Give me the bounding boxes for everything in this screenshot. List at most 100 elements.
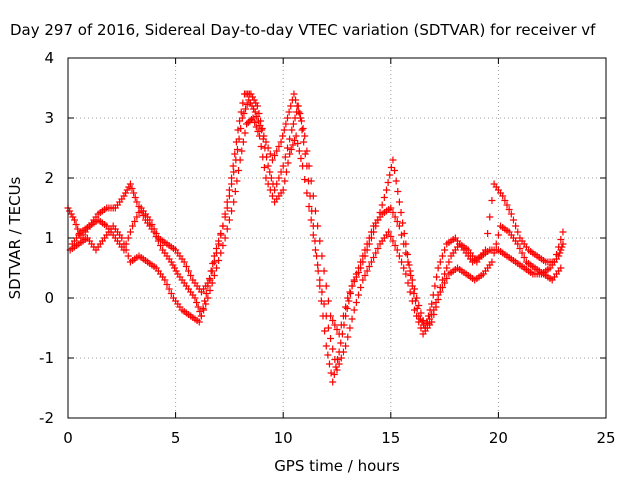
data-point xyxy=(285,108,293,116)
data-point xyxy=(301,176,309,183)
data-point xyxy=(273,180,281,188)
data-point xyxy=(355,264,363,272)
y-tick-label: 3 xyxy=(44,109,54,127)
data-point xyxy=(252,123,260,131)
data-point xyxy=(219,242,227,249)
data-point xyxy=(182,263,190,270)
data-point xyxy=(297,117,305,125)
data-point xyxy=(204,294,212,302)
data-point xyxy=(365,263,373,270)
data-point xyxy=(481,246,489,254)
data-point xyxy=(238,147,246,155)
data-point xyxy=(391,242,399,249)
data-point xyxy=(318,252,326,260)
data-point xyxy=(262,174,270,182)
data-point xyxy=(277,138,285,146)
data-point xyxy=(161,276,169,284)
data-point xyxy=(187,272,195,279)
data-point xyxy=(271,152,279,159)
data-point xyxy=(150,225,158,233)
data-point xyxy=(424,312,432,320)
data-point xyxy=(559,228,567,236)
data-point xyxy=(74,225,82,233)
data-point xyxy=(350,276,358,284)
data-point xyxy=(266,150,274,158)
data-point xyxy=(299,125,307,132)
data-point xyxy=(559,240,567,248)
data-point xyxy=(389,209,397,216)
data-point xyxy=(165,285,173,293)
data-point xyxy=(208,279,216,287)
data-point xyxy=(287,146,295,153)
data-point xyxy=(557,264,565,272)
data-point xyxy=(393,218,401,225)
data-point xyxy=(257,143,265,150)
data-point xyxy=(282,120,290,128)
data-point xyxy=(403,251,411,258)
data-point xyxy=(389,156,397,164)
data-point xyxy=(133,198,141,206)
y-tick-label: 2 xyxy=(44,169,54,187)
data-point xyxy=(171,264,179,272)
data-point xyxy=(233,177,241,185)
data-point xyxy=(133,213,141,221)
data-point xyxy=(275,174,283,182)
data-point xyxy=(305,203,313,210)
data-point xyxy=(221,234,229,242)
data-point xyxy=(128,185,136,192)
data-point xyxy=(293,108,301,116)
data-point xyxy=(408,276,416,284)
data-point xyxy=(69,213,77,221)
data-point xyxy=(346,288,354,296)
data-point xyxy=(344,333,352,341)
data-point xyxy=(402,249,410,257)
data-point xyxy=(167,290,175,297)
data-point xyxy=(124,252,132,260)
data-point xyxy=(126,228,134,236)
data-point xyxy=(122,246,130,254)
data-point xyxy=(352,299,360,306)
data-point xyxy=(239,99,247,107)
data-point xyxy=(441,246,449,254)
data-point xyxy=(217,231,225,239)
data-point xyxy=(305,162,313,170)
data-point xyxy=(311,246,319,254)
data-point xyxy=(200,306,208,314)
data-point xyxy=(152,230,160,237)
data-point xyxy=(387,204,395,212)
data-point xyxy=(348,282,356,290)
data-point xyxy=(503,201,511,209)
data-point xyxy=(355,291,363,299)
data-point xyxy=(512,222,520,230)
data-point xyxy=(361,272,369,279)
data-point xyxy=(395,222,403,230)
data-point xyxy=(120,240,128,248)
data-point xyxy=(405,261,413,269)
data-point xyxy=(391,167,399,174)
data-point xyxy=(256,122,264,129)
data-point xyxy=(380,194,388,201)
data-point xyxy=(219,222,227,230)
data-point xyxy=(301,150,309,158)
data-point xyxy=(484,230,492,237)
data-point xyxy=(208,267,216,275)
data-point xyxy=(292,132,300,140)
data-point xyxy=(316,282,324,290)
data-point xyxy=(518,249,526,257)
data-point xyxy=(210,272,218,279)
data-point xyxy=(330,371,338,378)
data-point xyxy=(339,348,347,356)
data-point xyxy=(400,264,408,272)
data-point xyxy=(433,273,441,281)
data-point xyxy=(228,180,236,188)
x-tick-label: 20 xyxy=(489,429,508,447)
data-point xyxy=(492,240,500,248)
data-point xyxy=(243,120,251,128)
data-point xyxy=(130,189,138,197)
data-point xyxy=(320,300,328,308)
data-point xyxy=(225,192,233,200)
data-point xyxy=(385,228,393,236)
data-point xyxy=(280,126,288,134)
data-point xyxy=(415,318,423,326)
data-point xyxy=(350,306,358,314)
